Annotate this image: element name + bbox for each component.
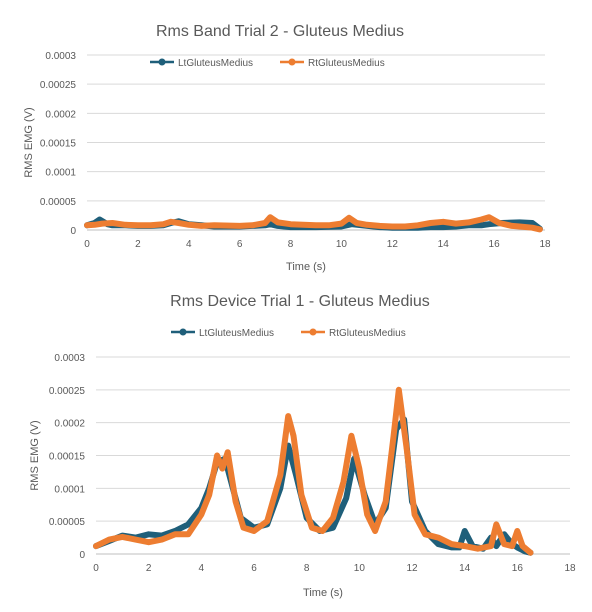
x-tick-label: 2 [135, 239, 141, 250]
y-tick-label: 0 [70, 226, 76, 237]
legend-label: LtGluteusMedius [178, 58, 253, 69]
x-tick-label: 18 [539, 239, 551, 250]
x-tick-label: 12 [387, 239, 399, 250]
x-tick-label: 14 [438, 239, 450, 250]
x-axis-title: Time (s) [286, 261, 326, 273]
chart-top: Rms Band Trial 2 - Gluteus Medius 0 0.0000… [23, 23, 551, 273]
legend-marker [288, 58, 296, 66]
x-tick-label: 12 [406, 563, 418, 574]
y-tick-label: 0.00025 [40, 80, 77, 91]
y-tick-label: 0.00005 [40, 197, 77, 208]
legend-label: LtGluteusMedius [199, 328, 274, 339]
x-tick-label: 6 [237, 239, 243, 250]
series-line-RtGluteusMedius [93, 386, 534, 556]
legend-label: RtGluteusMedius [329, 328, 406, 339]
legend-label: RtGluteusMedius [308, 58, 385, 69]
x-tick-label: 8 [304, 563, 310, 574]
y-tick-label: 0.00005 [49, 517, 86, 528]
y-tick-label: 0 [79, 550, 85, 561]
x-tick-label: 10 [354, 563, 366, 574]
legend-marker [309, 328, 317, 336]
legend-marker [158, 58, 166, 66]
y-tick-label: 0.0003 [45, 51, 76, 62]
x-tick-label: 18 [564, 563, 576, 574]
x-axis-title: Time (s) [303, 587, 343, 599]
y-tick-label: 0.0001 [45, 168, 76, 179]
y-tick-label: 0.0002 [45, 109, 76, 120]
x-tick-label: 8 [288, 239, 294, 250]
x-tick-label: 2 [146, 563, 152, 574]
y-tick-label: 0.00015 [40, 139, 77, 150]
series-line-RtGluteusMedius [84, 214, 543, 233]
x-tick-label: 4 [199, 563, 205, 574]
chart-bottom: Rms Device Trial 1 - Gluteus Medius 0 0.00… [29, 293, 576, 599]
x-tick-label: 0 [93, 563, 99, 574]
chart-title: Rms Device Trial 1 - Gluteus Medius [170, 293, 430, 310]
x-tick-label: 16 [489, 239, 501, 250]
x-tick-label: 6 [251, 563, 257, 574]
y-tick-label: 0.0002 [54, 419, 85, 430]
legend-marker [179, 328, 187, 336]
y-tick-label: 0.0001 [54, 484, 85, 495]
y-tick-label: 0.0003 [54, 353, 85, 364]
x-tick-label: 0 [84, 239, 90, 250]
x-tick-label: 16 [512, 563, 524, 574]
y-axis-title: RMS EMG (V) [29, 420, 41, 490]
y-tick-label: 0.00025 [49, 386, 86, 397]
x-tick-label: 4 [186, 239, 192, 250]
chart-title: Rms Band Trial 2 - Gluteus Medius [156, 23, 404, 40]
y-tick-label: 0.00015 [49, 452, 86, 463]
x-tick-label: 14 [459, 563, 471, 574]
series-line-LtGluteusMedius [93, 416, 534, 556]
x-tick-label: 10 [336, 239, 348, 250]
y-axis-title: RMS EMG (V) [23, 107, 35, 177]
